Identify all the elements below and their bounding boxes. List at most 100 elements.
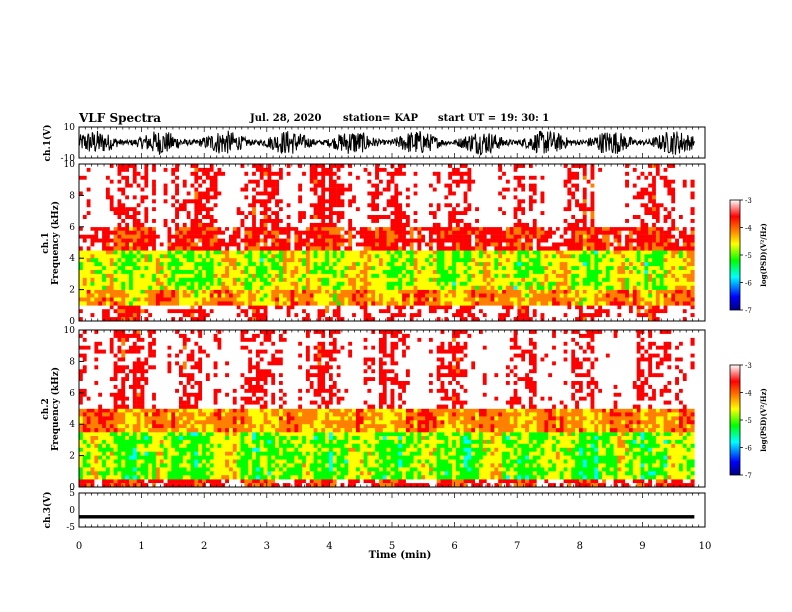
- spectrogram-cell: [614, 305, 618, 309]
- spectrogram-cell: [660, 235, 664, 239]
- spectrogram-cell: [191, 313, 195, 317]
- spectrogram-cell: [179, 211, 183, 215]
- spectrogram-cell: [614, 258, 618, 262]
- spectrogram-cell: [629, 258, 633, 262]
- spectrogram-cell: [202, 176, 206, 180]
- spectrogram-cell: [337, 188, 341, 192]
- spectrogram-cell: [387, 309, 391, 313]
- spectrogram-cell: [268, 246, 272, 250]
- spectrogram-cell: [556, 278, 560, 282]
- spectrogram-cell: [191, 180, 195, 184]
- spectrogram-cell: [391, 243, 395, 247]
- spectrogram-cell: [687, 239, 691, 243]
- spectrogram-cell: [287, 246, 291, 250]
- spectrogram-cell: [91, 254, 95, 258]
- spectrogram-cell: [91, 262, 95, 266]
- spectrogram-cell: [629, 309, 633, 313]
- spectrogram-cell: [510, 290, 514, 294]
- spectrogram-cell: [321, 239, 325, 243]
- spectrogram-cell: [610, 266, 614, 270]
- spectrogram-cell: [179, 199, 183, 203]
- spectrogram-cell: [621, 231, 625, 235]
- spectrogram-cell: [141, 294, 145, 298]
- spectrogram-cell: [287, 305, 291, 309]
- spectrogram-cell: [221, 211, 225, 215]
- spectrogram-cell: [337, 254, 341, 258]
- spectrogram-cell: [387, 266, 391, 270]
- spectrogram-cell: [329, 254, 333, 258]
- spectrogram-cell: [198, 243, 202, 247]
- spectrogram-cell: [241, 192, 245, 196]
- spectrogram-cell: [598, 258, 602, 262]
- spectrogram-cell: [337, 239, 341, 243]
- spectrogram-cell: [567, 278, 571, 282]
- spectrogram-cell: [137, 188, 141, 192]
- spectrogram-cell: [575, 298, 579, 302]
- spectrogram-cell: [321, 219, 325, 223]
- spectrogram-cell: [387, 282, 391, 286]
- spectrogram-cell: [306, 262, 310, 266]
- spectrogram-cell: [283, 239, 287, 243]
- spectrogram-cell: [421, 254, 425, 258]
- spectrogram-cell: [687, 270, 691, 274]
- spectrogram-cell: [175, 254, 179, 258]
- spectrogram-cell: [541, 250, 545, 254]
- spectrogram-cell: [391, 305, 395, 309]
- spectrogram-cell: [571, 250, 575, 254]
- spectrogram-cell: [652, 290, 656, 294]
- spectrogram-cell: [110, 243, 114, 247]
- spectrogram-cell: [294, 274, 298, 278]
- spectrogram-cell: [194, 250, 198, 254]
- spectrogram-cell: [621, 258, 625, 262]
- spectrogram-cell: [525, 235, 529, 239]
- spectrogram-cell: [325, 164, 329, 168]
- spectrogram-cell: [691, 246, 695, 250]
- spectrogram-cell: [125, 168, 129, 172]
- spectrogram-cell: [141, 199, 145, 203]
- spectrogram-cell: [379, 239, 383, 243]
- spectrogram-cell: [283, 235, 287, 239]
- spectrogram-cell: [687, 290, 691, 294]
- spectrogram-cell: [491, 286, 495, 290]
- spectrogram-cell: [683, 298, 687, 302]
- spectrogram-cell: [637, 286, 641, 290]
- spectrogram-cell: [206, 168, 210, 172]
- spectrogram-cell: [498, 227, 502, 231]
- spectrogram-cell: [291, 290, 295, 294]
- spectrogram-cell: [502, 231, 506, 235]
- spectrogram-cell: [283, 168, 287, 172]
- spectrogram-cell: [225, 258, 229, 262]
- spectrogram-cell: [394, 282, 398, 286]
- spectrogram-cell: [675, 278, 679, 282]
- spectrogram-cell: [621, 239, 625, 243]
- spectrogram-cell: [175, 223, 179, 227]
- spectrogram-cell: [237, 231, 241, 235]
- spectrogram-cell: [617, 262, 621, 266]
- spectrogram-cell: [621, 274, 625, 278]
- spectrogram-cell: [287, 278, 291, 282]
- spectrogram-cell: [175, 290, 179, 294]
- spectrogram-cell: [487, 246, 491, 250]
- spectrogram-cell: [683, 286, 687, 290]
- spectrogram-cell: [548, 266, 552, 270]
- spectrogram-cell: [287, 286, 291, 290]
- spectrogram-cell: [133, 254, 137, 258]
- spectrogram-cell: [571, 301, 575, 305]
- spectrogram-cell: [202, 290, 206, 294]
- spectrogram-cell: [406, 305, 410, 309]
- spectrogram-cell: [514, 294, 518, 298]
- spectrogram-cell: [583, 243, 587, 247]
- spectrogram-cell: [487, 270, 491, 274]
- spectrogram-cell: [606, 298, 610, 302]
- spectrogram-cell: [164, 313, 168, 317]
- spectrogram-cell: [187, 195, 191, 199]
- spectrogram-cell: [148, 258, 152, 262]
- spectrogram-cell: [91, 172, 95, 176]
- spectrogram-cell: [279, 168, 283, 172]
- spectrogram-cell: [360, 250, 364, 254]
- spectrogram-cell: [221, 301, 225, 305]
- spectrogram-cell: [194, 203, 198, 207]
- spectrogram-cell: [256, 215, 260, 219]
- spectrogram-cell: [321, 301, 325, 305]
- spectrogram-cell: [125, 203, 129, 207]
